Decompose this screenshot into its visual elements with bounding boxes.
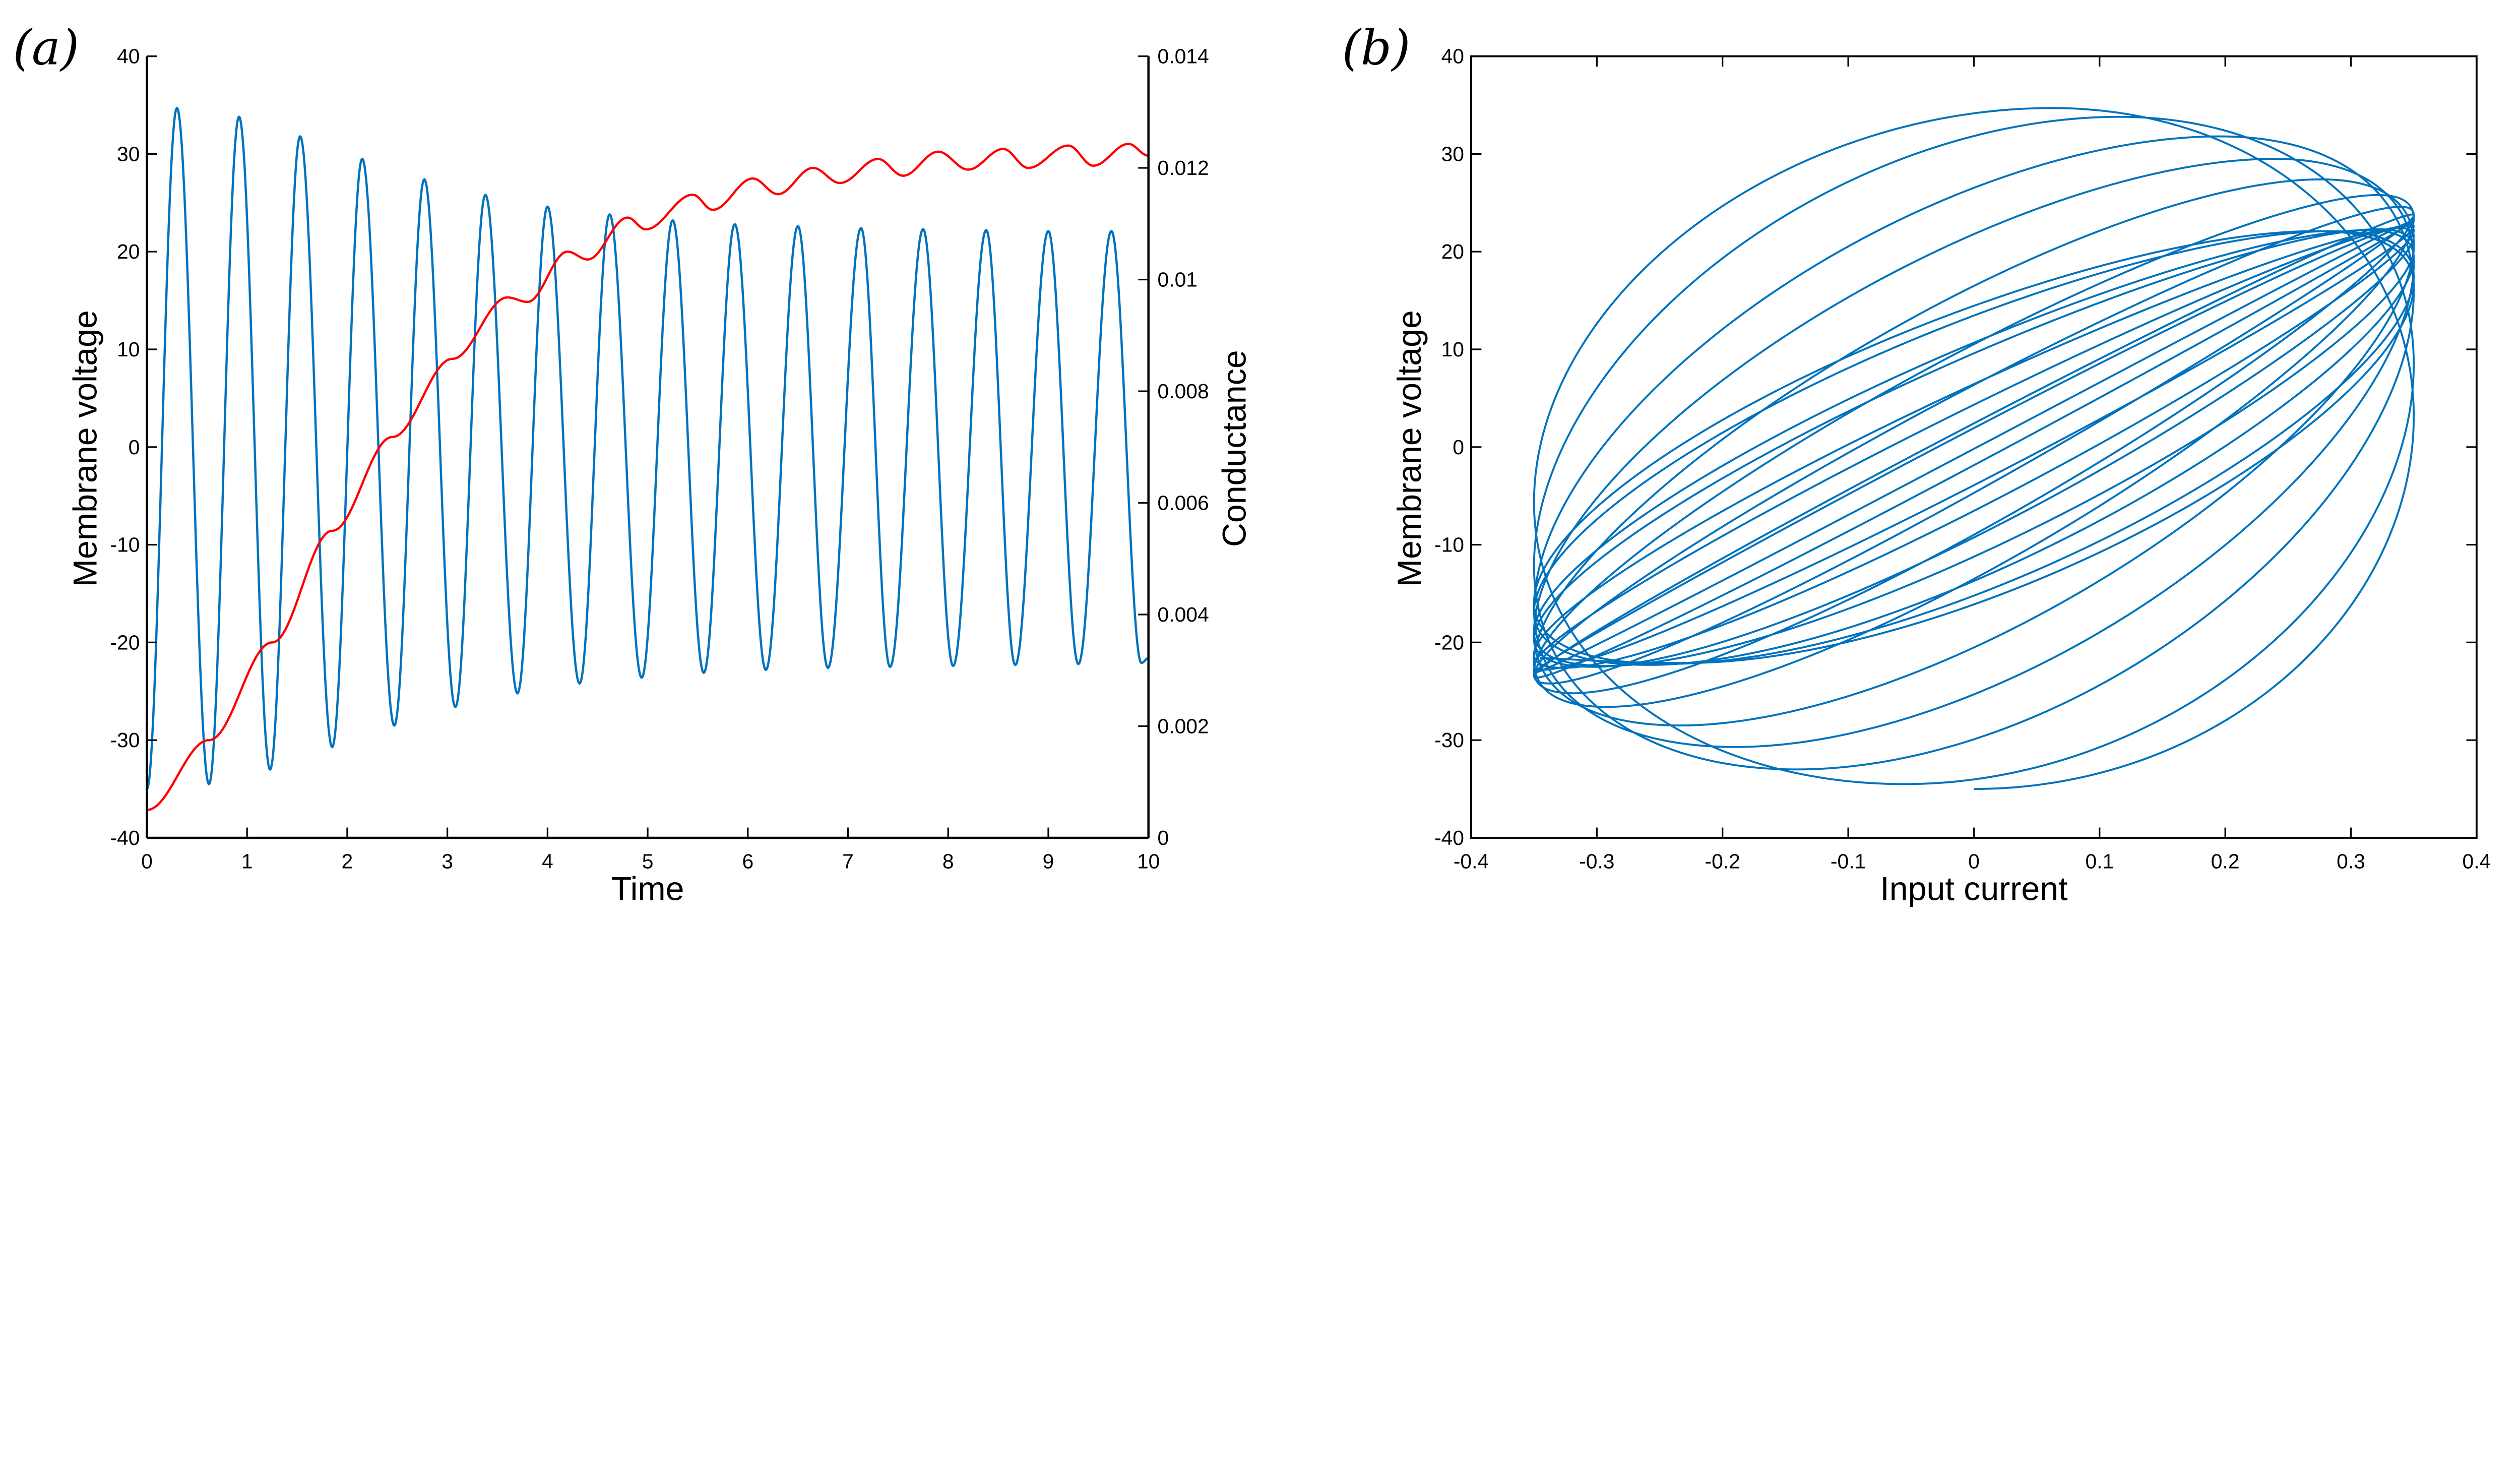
y-tick-label-right: 0.004 [1158,603,1209,626]
x-tick-label: -0.3 [1579,850,1614,873]
x-tick-label: 0 [1968,850,1980,873]
x-tick-label: 4 [542,850,553,873]
x-tick-label: 0.4 [2463,850,2491,873]
y-tick-label-right: 0.002 [1158,715,1209,738]
y-tick-label-right: 0.006 [1158,492,1209,515]
y-tick-label-left: -10 [110,533,140,557]
x-tick-label: 0.3 [2337,850,2365,873]
y-axis-label-left-a: Membrane voltage [67,310,104,587]
x-tick-label: 3 [442,850,453,873]
x-axis-label-b: Input current [1880,871,2067,908]
x-tick-label: 7 [842,850,854,873]
y-tick-label-left: 30 [117,142,140,165]
background [0,0,2520,938]
x-tick-label: 0.2 [2211,850,2240,873]
y-tick-label-right: 0.014 [1158,45,1209,68]
x-axis-label-a: Time [611,871,684,908]
y-tick-label-right: 0 [1158,826,1169,849]
y-tick-label-left: -20 [110,631,140,654]
x-tick-label: 9 [1043,850,1054,873]
conductance-line [147,143,1149,811]
y-tick-label: -30 [1434,728,1464,752]
x-tick-label: 2 [342,850,353,873]
panel-b-axes: -0.4 -0.3 -0.2 -0.1 0 0.1 0.2 0.3 0.4 -40 -30 -20 -1… [1434,45,2491,873]
y-tick-label-left: 20 [117,240,140,263]
panel-b-plot-area [1533,107,2415,790]
panel-a-plot-area [146,106,1149,811]
y-tick-label-right: 0.012 [1158,156,1209,179]
y-axis-label-right-a: Conductance [1216,350,1253,547]
x-tick-label: 0 [141,850,153,873]
y-tick-label-left: 10 [117,338,140,361]
y-tick-label-left: 40 [117,45,140,68]
x-tick-label: -0.1 [1831,850,1866,873]
y-axis-label-b: Membrane voltage [1391,310,1428,587]
panel-a: (a) 0 1 2 3 4 5 6 7 8 9 10-40-30-20-1001020304000.… [13,20,1253,908]
x-tick-label: -0.2 [1705,850,1740,873]
x-tick-label: 5 [642,850,654,873]
membrane-voltage-line [146,106,1149,790]
y-tick-label: 40 [1441,45,1464,68]
y-tick-label: -10 [1434,533,1464,557]
x-tick-label: 6 [742,850,753,873]
figure: (a) 0 1 2 3 4 5 6 7 8 9 10-40-30-20-1001020304000.… [0,0,2520,938]
y-tick-label-left: -40 [110,826,140,849]
x-tick-label: 10 [1137,850,1160,873]
panel-label-a: (a) [13,20,80,76]
y-tick-label-left: -30 [110,728,140,752]
x-tick-label: 1 [241,850,253,873]
y-tick-label-left: 0 [129,436,140,459]
x-tick-label: -0.4 [1454,850,1489,873]
y-tick-label: 20 [1441,240,1464,263]
x-tick-label: 0.1 [2085,850,2114,873]
panel-b: (b) -0.4 -0.3 -0.2 -0.1 0 0.1 0.2 0.3 0.4-40-30-… [1342,20,2491,908]
y-tick-label: -40 [1434,826,1464,849]
x-tick-label: 8 [942,850,954,873]
panel-label-b: (b) [1342,20,1411,76]
panel-a-axes: 0 1 2 3 4 5 6 7 8 9 10-40-30-20-1001020304000.0020… [110,45,1209,873]
y-tick-label: 0 [1453,436,1464,459]
y-tick-label-right: 0.01 [1158,268,1198,291]
phase-portrait-line [1533,107,2415,790]
y-tick-label-right: 0.008 [1158,380,1209,403]
y-tick-label: 10 [1441,338,1464,361]
y-tick-label: -20 [1434,631,1464,654]
y-tick-label: 30 [1441,142,1464,165]
